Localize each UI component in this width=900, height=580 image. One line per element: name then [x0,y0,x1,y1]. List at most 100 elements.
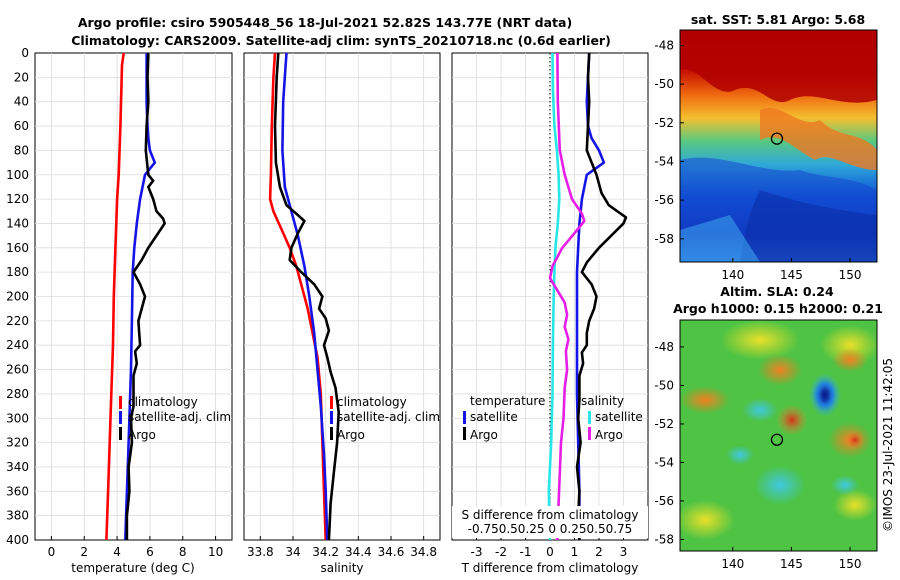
y-tick-label: -54 [654,455,674,469]
temperature-xlabel: temperature (deg C) [71,561,194,575]
x-tick-label: 0 [546,545,554,559]
top-axis-label-bg [452,506,648,538]
title-line2: Climatology: CARS2009. Satellite-adj cli… [71,33,611,49]
salinity-diff-ticklabels: -0.750.50.25 0 0.250.50.75 [468,522,633,536]
y-tick-label: -48 [654,340,674,354]
x-tick-label: 34.8 [410,545,437,559]
title-line1: Argo profile: csiro 5905448_56 18-Jul-20… [78,15,572,31]
x-tick-label: 140 [721,557,744,571]
legend-label-s-satellite: satellite [595,410,643,424]
salinity-legend: climatology satellite-adj. clim Argo [330,395,440,442]
series-line-satellite-adj.-clim [281,52,329,541]
legend-label-argo: Argo [128,428,156,442]
legend-label-t-argo: Argo [470,428,498,442]
argo-location-marker [770,132,784,145]
y-tick-label: 380 [6,509,29,523]
legend-swatch-climatology [330,396,333,409]
y-tick-label: 360 [6,484,29,498]
x-tick-label: 0 [48,545,56,559]
difference-legend: temperature salinity satellite Argo sate… [463,394,643,442]
x-tick-label: 140 [721,268,744,282]
legend-swatch-satellite [119,411,122,424]
x-tick-label: 34.4 [345,545,372,559]
y-tick-label: 120 [6,192,29,206]
y-tick-label: 60 [14,119,29,133]
x-tick-label: -2 [495,545,507,559]
y-tick-label: -54 [654,154,674,168]
y-tick-label: -48 [654,38,674,52]
legend-label-climatology: climatology [337,395,407,409]
series-line-climatology [105,52,125,541]
legend-swatch-s-satellite [588,411,591,424]
legend-label-t-satellite: satellite [470,410,518,424]
y-tick-label: 200 [6,290,29,304]
x-tick-label: 34 [285,545,300,559]
series-line-satellite-adj.-clim [124,53,157,541]
x-tick-label: 8 [179,545,187,559]
series-line-t-argo [575,52,628,541]
y-tick-label: -58 [654,232,674,246]
argo-location-marker [770,433,784,446]
y-tick-label: 340 [6,460,29,474]
y-tick-label: 220 [6,314,29,328]
difference-panel: -3 -2 -1 0 1 2 3 T difference from climatology… [451,52,649,575]
sla-map-panel: Altim. SLA: 0.24 Argo h1000: 0.15 h2000:… [654,284,883,571]
difference-xlabel: T difference from climatology [461,561,639,575]
salinity-panel: 33.8 34 34.2 34.4 34.6 34.8 salinity climatol… [243,52,441,575]
y-tick-label: -56 [654,193,674,207]
sla-field [680,320,877,551]
legend-label-s-argo: Argo [595,428,623,442]
x-tick-label: 1 [571,545,579,559]
y-tick-label: 240 [6,338,29,352]
sla-map-title2: Argo h1000: 0.15 h2000: 0.21 [673,301,883,316]
y-tick-label: 100 [6,168,29,182]
x-tick-label: 6 [146,545,154,559]
y-tick-label: 280 [6,387,29,401]
x-tick-label: 10 [208,545,223,559]
temperature-panel: 0204060801001201401601802002202402602803… [6,46,233,575]
y-tick-label: 80 [14,143,29,157]
x-tick-label: 34.2 [312,545,339,559]
x-tick-label: 4 [113,545,121,559]
legend-title-temperature: temperature [470,394,545,408]
legend-swatch-t-satellite [463,411,466,424]
series-line-s-argo [548,52,586,541]
y-tick-label: 40 [14,95,29,109]
series-line-s-satellite [547,52,561,541]
x-tick-label: -3 [471,545,483,559]
x-tick-label: 150 [839,268,862,282]
y-tick-label: -52 [654,116,674,130]
imos-footer: ©IMOS 23-Jul-2021 11:42:05 [881,358,895,532]
sst-map-frame [679,29,878,263]
legend-label-climatology: climatology [128,395,198,409]
y-tick-label: 400 [6,533,29,547]
sst-map-panel: sat. SST: 5.81 Argo: 5.68 140 145 150 -48 -5… [654,12,878,282]
legend-swatch-argo [330,427,333,440]
x-tick-label: -1 [520,545,532,559]
x-tick-label: 2 [595,545,603,559]
y-tick-label: 320 [6,436,29,450]
salinity-diff-axis-label: S difference from climatology [462,508,639,522]
y-tick-label: 160 [6,241,29,255]
sla-map-title1: Altim. SLA: 0.24 [720,284,834,299]
legend-label-satellite: satellite-adj. clim [337,410,440,424]
y-tick-label: -50 [654,378,674,392]
y-tick-label: -58 [654,532,674,546]
series-line-argo [125,52,166,540]
y-tick-label: 20 [14,70,29,84]
x-tick-label: 145 [780,557,803,571]
sla-map-frame [679,319,878,552]
legend-label-satellite: satellite-adj. clim [128,410,231,424]
legend-swatch-t-argo [463,427,466,440]
legend-swatch-climatology [119,396,122,409]
x-tick-label: 34.6 [378,545,405,559]
x-tick-label: 145 [780,268,803,282]
sst-field [680,30,877,262]
x-tick-label: 2 [80,545,88,559]
y-tick-label: 180 [6,265,29,279]
legend-label-argo: Argo [337,428,365,442]
y-tick-label: 140 [6,216,29,230]
legend-swatch-s-argo [588,427,591,440]
series-line-argo [273,52,341,541]
